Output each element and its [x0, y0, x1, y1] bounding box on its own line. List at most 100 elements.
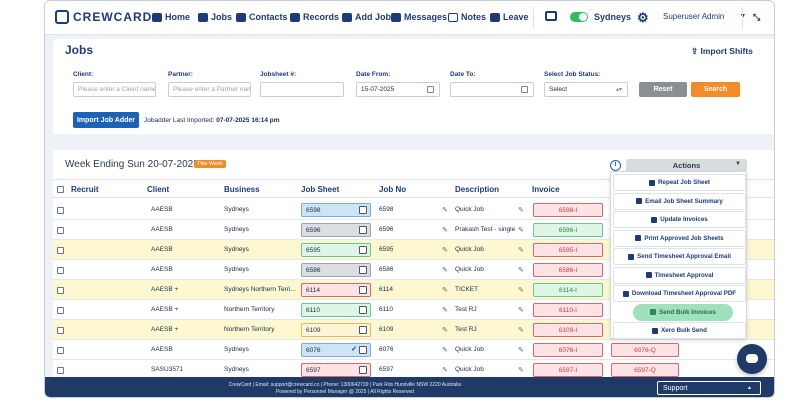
edit-icon[interactable]: ✎	[518, 207, 524, 214]
jobsheet-doc-icon[interactable]	[359, 246, 367, 254]
row-job-no[interactable]: 6595	[379, 246, 394, 253]
row-invoice[interactable]: 6586-I	[533, 263, 603, 277]
header-job-no[interactable]: Job No	[379, 185, 407, 194]
actions-menu-item[interactable]: Send Bulk Invoices	[633, 303, 733, 321]
edit-icon[interactable]: ✎	[442, 247, 448, 254]
row-client[interactable]: AAESB	[151, 226, 173, 233]
table-row[interactable]: AAESB Sydneys 6076 ✓ 6076 ✎ Quick Job ✎ 6076-I 60…	[53, 340, 774, 360]
row-job-no[interactable]: 6586	[379, 266, 394, 273]
jobsheet-input[interactable]	[260, 82, 344, 97]
actions-menu-item[interactable]: Print Approved Job Sheets	[613, 229, 746, 247]
edit-icon[interactable]: ✎	[518, 327, 524, 334]
row-job-sheet[interactable]: 6596	[301, 223, 371, 237]
table-row[interactable]: AAESB + Northern Territory 6110 6110 ✎ Test R…	[53, 300, 774, 320]
info-icon[interactable]: i	[610, 160, 621, 171]
edit-icon[interactable]: ✎	[518, 247, 524, 254]
row-client[interactable]: AAESB +	[151, 286, 179, 293]
edit-icon[interactable]: ✎	[442, 227, 448, 234]
row-job-no[interactable]: 6109	[379, 326, 394, 333]
row-client[interactable]: AAESB +	[151, 306, 179, 313]
calendar-icon[interactable]	[521, 86, 528, 93]
jobsheet-doc-icon[interactable]	[359, 266, 367, 274]
edit-icon[interactable]: ✎	[518, 227, 524, 234]
import-job-adder-button[interactable]: Import Job Adder	[73, 112, 139, 128]
nav-jobs[interactable]: Jobs	[198, 12, 232, 22]
row-checkbox[interactable]	[57, 327, 64, 334]
table-row[interactable]: AAESB + Sydneys Northern Terri... 6114 6114…	[53, 280, 774, 300]
table-row[interactable]: AAESB Sydneys 6595 6595 ✎ Quick Job ✎ 6595-I	[53, 240, 774, 260]
table-row[interactable]: AAESB Sydneys 6596 6596 ✎ Prakash Test - sing…	[53, 220, 774, 240]
row-job-no[interactable]: 6596	[379, 226, 394, 233]
row-invoice[interactable]: 6110-I	[533, 303, 603, 317]
row-client[interactable]: AAESB +	[151, 326, 179, 333]
nav-leave[interactable]: Leave	[490, 12, 529, 22]
search-button[interactable]: Search	[691, 82, 740, 97]
date-to-input[interactable]	[450, 82, 534, 97]
header-job-sheet[interactable]: Job Sheet	[301, 185, 340, 194]
row-job-sheet[interactable]: 6076 ✓	[301, 343, 371, 357]
import-shifts-link[interactable]: ⇪ Import Shifts	[691, 46, 753, 57]
row-invoice[interactable]: 6114-I	[533, 283, 603, 297]
reset-button[interactable]: Reset	[639, 82, 687, 97]
edit-icon[interactable]: ✎	[518, 347, 524, 354]
edit-icon[interactable]: ✎	[442, 267, 448, 274]
location-toggle[interactable]	[570, 12, 588, 22]
row-invoice[interactable]: 6109-I	[533, 323, 603, 337]
edit-icon[interactable]: ✎	[518, 267, 524, 274]
jobsheet-doc-icon[interactable]	[359, 206, 367, 214]
gear-icon[interactable]: ⚙	[637, 10, 649, 25]
row-job-sheet[interactable]: 6110	[301, 303, 371, 317]
user-menu[interactable]: Superuser Admin▼	[663, 12, 746, 21]
row-job-no[interactable]: 6597	[379, 366, 394, 373]
actions-menu-item[interactable]: Update Invoices	[613, 211, 746, 228]
edit-icon[interactable]: ✎	[442, 287, 448, 294]
row-job-no[interactable]: 6114	[379, 286, 393, 293]
edit-icon[interactable]: ✎	[442, 347, 448, 354]
row-checkbox[interactable]	[57, 247, 64, 254]
nav-add-job[interactable]: Add Job	[342, 12, 391, 22]
table-row[interactable]: AAESB Sydneys 6586 6586 ✎ Quick Job ✎ 6586-I	[53, 260, 774, 280]
actions-menu-item[interactable]: Email Job Sheet Summary	[613, 192, 746, 210]
header-description[interactable]: Description	[455, 185, 500, 194]
row-invoice[interactable]: 6595-I	[533, 243, 603, 257]
actions-menu-item[interactable]: Xero Bulk Send	[613, 322, 746, 339]
row-invoice[interactable]: 6597-I	[533, 363, 603, 377]
nav-messages[interactable]: Messages	[391, 12, 447, 22]
header-recruit[interactable]: Recruit	[71, 185, 99, 194]
row-job-sheet[interactable]: 6598	[301, 203, 371, 217]
nav-contacts[interactable]: Contacts	[236, 12, 288, 22]
jobsheet-doc-icon[interactable]	[359, 306, 367, 314]
row-checkbox[interactable]	[57, 307, 64, 314]
edit-icon[interactable]: ✎	[442, 367, 448, 374]
monitor-icon[interactable]	[545, 11, 557, 21]
status-select[interactable]: Select ▴▾	[544, 82, 628, 97]
actions-menu-item[interactable]: Repeat Job Sheet	[613, 174, 746, 191]
row-job-sheet[interactable]: 6595	[301, 243, 371, 257]
select-all-checkbox[interactable]	[57, 186, 64, 193]
nav-notes[interactable]: Notes	[448, 12, 486, 22]
row-job-sheet[interactable]: 6586	[301, 263, 371, 277]
edit-icon[interactable]: ✎	[442, 327, 448, 334]
nav-home[interactable]: Home	[152, 12, 190, 22]
row-checkbox[interactable]	[57, 207, 64, 214]
calendar-icon[interactable]	[427, 86, 434, 93]
row-client[interactable]: SASU3571	[151, 366, 184, 373]
edit-icon[interactable]: ✎	[518, 307, 524, 314]
table-row[interactable]: AAESB + Northern Territory 6109 6109 ✎ Test R…	[53, 320, 774, 340]
actions-menu-item[interactable]: Send Timesheet Approval Email	[613, 248, 746, 265]
table-row[interactable]: AAESB Sydneys 6598 6598 ✎ Quick Job ✎ 6598-I	[53, 200, 774, 220]
jobsheet-doc-icon[interactable]	[359, 226, 367, 234]
support-dropdown[interactable]: Support ▲	[657, 381, 761, 395]
row-job-no[interactable]: 6076	[379, 346, 394, 353]
row-client[interactable]: AAESB	[151, 246, 173, 253]
row-checkbox[interactable]	[57, 287, 64, 294]
actions-menu-item[interactable]: Download Timesheet Approval PDF	[613, 285, 746, 302]
nav-records[interactable]: Records	[290, 12, 339, 22]
header-client[interactable]: Client	[147, 185, 170, 194]
actions-dropdown-button[interactable]: Actions ▼	[626, 159, 747, 172]
row-quote[interactable]: 6597-Q	[611, 363, 679, 377]
client-input[interactable]: Please enter a Client name	[73, 82, 156, 97]
collapse-arrows-icon[interactable]: ⤡	[753, 12, 761, 22]
row-quote[interactable]: 6076-Q	[611, 343, 679, 357]
edit-icon[interactable]: ✎	[442, 307, 448, 314]
